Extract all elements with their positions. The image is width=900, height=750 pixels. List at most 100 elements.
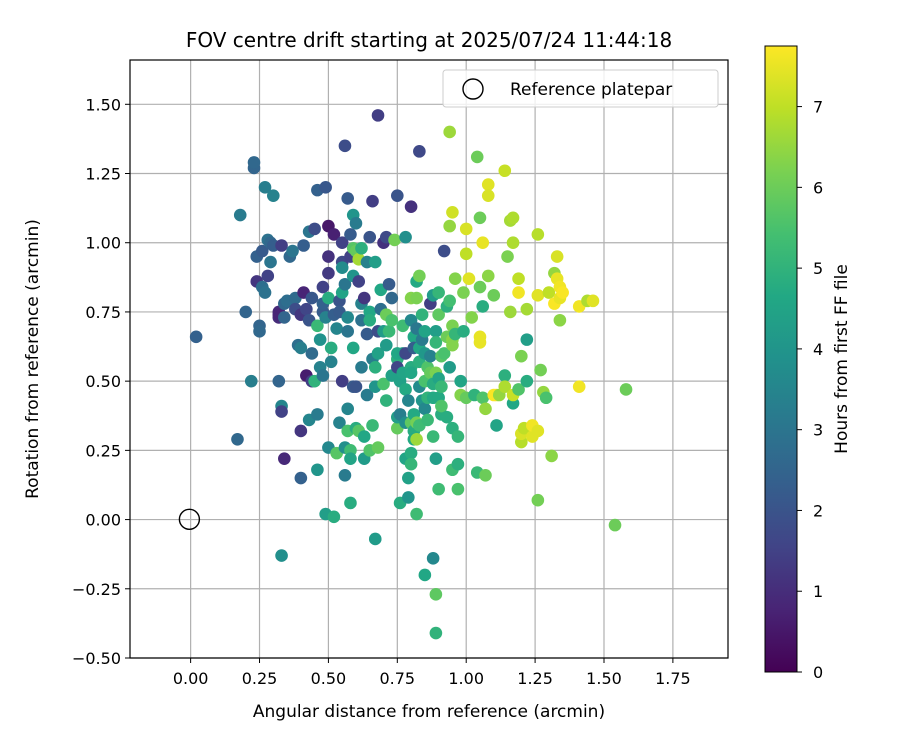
data-point xyxy=(446,338,459,352)
data-point xyxy=(404,446,418,460)
data-point xyxy=(608,518,622,532)
data-point xyxy=(278,311,291,324)
data-point xyxy=(448,272,462,286)
data-point xyxy=(402,394,415,407)
data-point xyxy=(189,330,203,344)
data-point xyxy=(498,164,512,178)
data-point xyxy=(512,286,525,299)
data-point xyxy=(391,189,404,202)
data-point xyxy=(432,482,445,496)
y-tick-label: 1.50 xyxy=(85,95,121,114)
data-point xyxy=(539,391,553,405)
data-point xyxy=(253,325,266,338)
data-point xyxy=(258,286,272,299)
colorbar-label: Hours from first FF file xyxy=(832,264,852,454)
data-point xyxy=(402,491,415,504)
data-point xyxy=(402,471,415,485)
x-tick-label: 1.50 xyxy=(586,669,622,688)
data-point xyxy=(553,313,567,327)
data-point xyxy=(451,457,465,471)
data-point xyxy=(244,374,258,388)
data-point xyxy=(341,325,355,338)
data-point xyxy=(479,402,492,416)
x-axis-ticks: 0.00 0.25 0.50 0.75 1.00 1.25 1.50 1.75 xyxy=(173,658,691,688)
data-point xyxy=(534,363,547,377)
plot-frame xyxy=(129,59,729,659)
data-point xyxy=(297,239,310,252)
data-point xyxy=(429,626,443,640)
data-point xyxy=(424,349,437,363)
data-point xyxy=(487,289,501,302)
data-point xyxy=(324,341,338,355)
data-point xyxy=(418,568,432,582)
y-tick-label: 0.50 xyxy=(85,372,121,391)
data-point xyxy=(531,228,545,241)
y-tick-label: 1.25 xyxy=(85,165,121,184)
data-point xyxy=(371,347,385,360)
x-tick-label: 0.50 xyxy=(311,669,347,688)
data-point xyxy=(324,355,338,369)
data-point xyxy=(272,374,286,388)
data-point xyxy=(316,280,330,294)
data-point xyxy=(429,336,443,349)
data-point xyxy=(330,322,343,335)
data-point xyxy=(429,588,443,601)
y-tick-label: 0.75 xyxy=(85,303,121,322)
data-point xyxy=(429,325,443,338)
data-point xyxy=(357,430,371,443)
data-point xyxy=(473,211,487,225)
data-point xyxy=(506,236,520,250)
data-point xyxy=(313,333,327,346)
y-tick-label: 1.00 xyxy=(85,234,121,253)
x-tick-label: 0.75 xyxy=(379,669,415,688)
data-point xyxy=(451,430,465,443)
data-point xyxy=(344,452,357,465)
data-point xyxy=(545,449,558,463)
data-point xyxy=(413,145,426,158)
data-point xyxy=(512,272,525,286)
data-point xyxy=(294,341,308,355)
data-point xyxy=(335,236,349,250)
data-point xyxy=(368,255,382,269)
data-point xyxy=(346,341,360,355)
data-point xyxy=(520,333,534,346)
data-point xyxy=(490,419,503,432)
data-point xyxy=(322,291,335,305)
reference-platepar-marker xyxy=(178,508,201,530)
data-point xyxy=(316,369,330,382)
data-point xyxy=(457,325,470,338)
legend-reference-icon xyxy=(462,78,484,100)
data-point xyxy=(355,361,368,374)
data-point xyxy=(319,181,332,194)
data-point xyxy=(542,286,556,299)
data-point xyxy=(462,272,476,286)
data-point xyxy=(379,338,393,352)
data-point xyxy=(275,405,288,418)
colorbar-tick-label: 3 xyxy=(813,421,823,440)
data-point xyxy=(454,374,467,388)
data-point xyxy=(443,294,456,308)
data-point xyxy=(305,291,319,305)
data-point xyxy=(338,468,352,482)
data-point xyxy=(586,294,600,308)
data-point xyxy=(300,302,313,316)
data-point xyxy=(432,286,445,299)
data-point xyxy=(357,291,371,305)
data-point xyxy=(481,269,495,283)
data-point xyxy=(572,380,586,393)
data-point xyxy=(399,230,412,244)
data-point xyxy=(338,139,352,153)
data-point xyxy=(440,410,454,424)
data-point xyxy=(556,286,569,299)
data-point xyxy=(506,211,520,225)
data-point xyxy=(437,244,451,258)
legend-entry-reference-platepar: Reference platepar xyxy=(510,80,672,100)
x-tick-label: 1.75 xyxy=(655,669,691,688)
data-point xyxy=(619,383,633,396)
data-point xyxy=(426,552,440,565)
colorbar-tick-label: 6 xyxy=(813,178,823,197)
data-point xyxy=(476,300,490,313)
data-point xyxy=(404,366,418,380)
data-point xyxy=(459,247,473,261)
y-axis-label: Rotation from reference (arcmin) xyxy=(23,219,43,499)
